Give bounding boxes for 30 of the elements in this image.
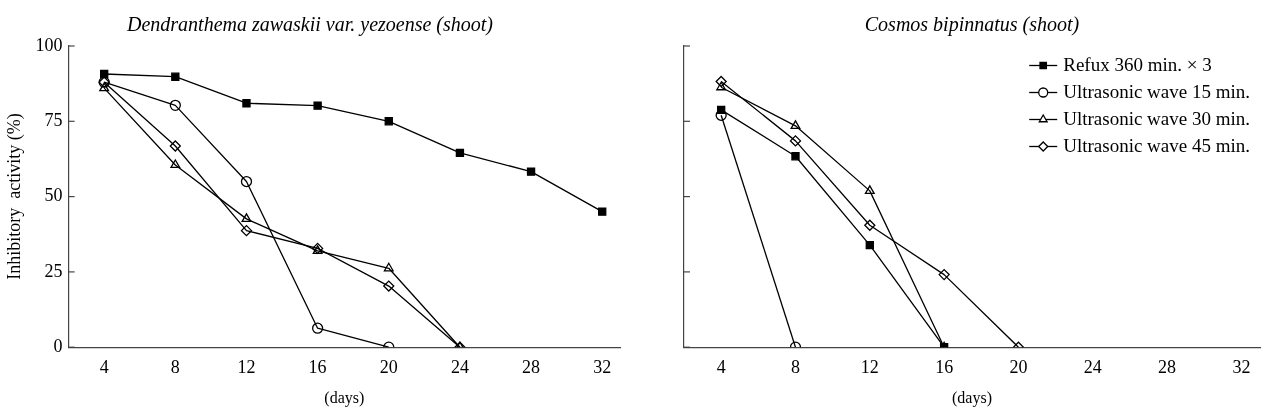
legend-label: Ultrasonic wave 15 min. [1063, 81, 1251, 103]
y-tick-label: 50 [44, 185, 63, 206]
y-axis-title: Inhibitory activity (%) [3, 113, 25, 280]
y-tick-label: 25 [44, 260, 63, 281]
x-tick-label: 16 [935, 356, 954, 377]
y-tick-label: 75 [44, 110, 63, 131]
x-tick-label: 12 [237, 356, 256, 377]
y-tick-label: 100 [35, 34, 63, 55]
x-tick-label: 4 [99, 356, 109, 377]
legend-label: Ultrasonic wave 30 min. [1063, 108, 1251, 130]
legend-label: Refux 360 min. × 3 [1063, 54, 1212, 76]
x-tick-label: 16 [308, 356, 327, 377]
x-tick-label: 32 [1232, 356, 1251, 377]
chart-title: Cosmos bipinnatus (shoot) [864, 13, 1080, 37]
y-tick-label: 0 [53, 335, 63, 356]
x-tick-label: 32 [593, 356, 612, 377]
chart-title: Dendranthema zawaskii var. yezoense (shoot) [125, 13, 494, 37]
x-tick-label: 28 [522, 356, 541, 377]
x-tick-label: 20 [379, 356, 398, 377]
x-axis-title: (days) [952, 388, 992, 407]
x-tick-label: 8 [170, 356, 180, 377]
x-tick-label: 20 [1009, 356, 1028, 377]
x-tick-label: 8 [790, 356, 800, 377]
x-tick-label: 4 [716, 356, 726, 377]
legend-label: Ultrasonic wave 45 min. [1063, 135, 1251, 157]
x-tick-label: 24 [1083, 356, 1102, 377]
x-tick-label: 12 [860, 356, 879, 377]
x-axis-title: (days) [324, 388, 365, 407]
x-tick-label: 28 [1158, 356, 1177, 377]
x-tick-label: 24 [450, 356, 469, 377]
